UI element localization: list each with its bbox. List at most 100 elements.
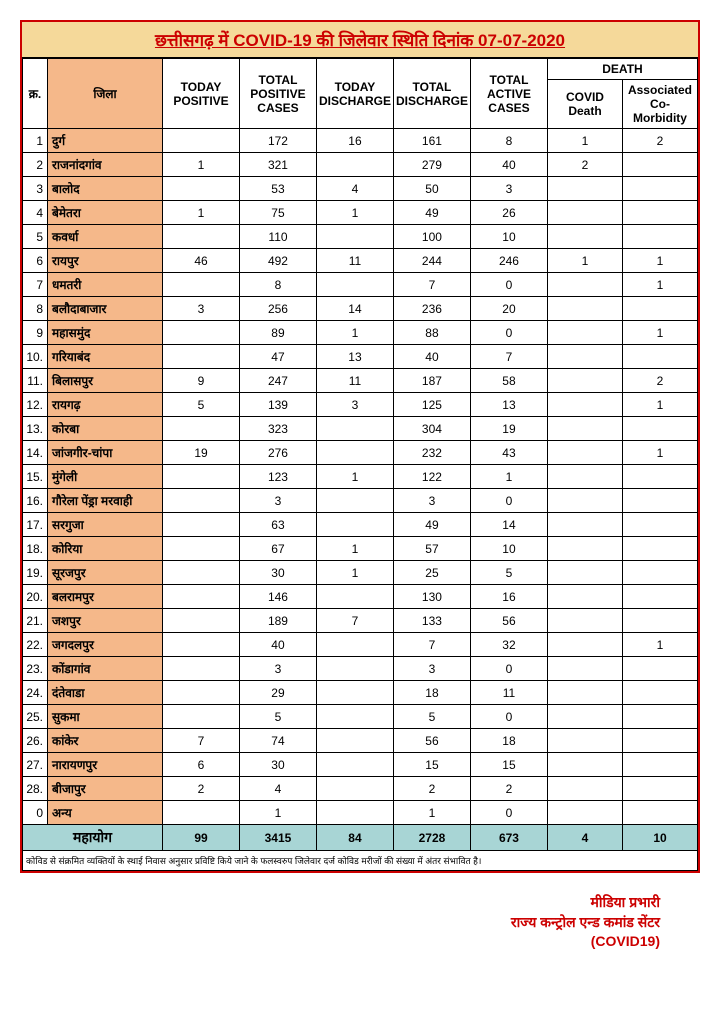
- total-covid-death: 4: [547, 825, 622, 851]
- cell-today-positive: 2: [163, 777, 240, 801]
- cell-total-positive: 3: [239, 657, 316, 681]
- total-label: महायोग: [23, 825, 163, 851]
- cell-today-discharge: [316, 729, 393, 753]
- table-row: 26.कांकेर7745618: [23, 729, 698, 753]
- cell-active: 0: [470, 321, 547, 345]
- cell-today-positive: 19: [163, 441, 240, 465]
- cell-serial: 16.: [23, 489, 48, 513]
- cell-today-discharge: 1: [316, 201, 393, 225]
- cell-comorbidity: [622, 657, 697, 681]
- cell-comorbidity: 1: [622, 441, 697, 465]
- cell-total-positive: 5: [239, 705, 316, 729]
- cell-comorbidity: [622, 297, 697, 321]
- cell-active: 7: [470, 345, 547, 369]
- cell-today-positive: 3: [163, 297, 240, 321]
- cell-total-positive: 30: [239, 753, 316, 777]
- cell-total-discharge: 5: [393, 705, 470, 729]
- cell-comorbidity: [622, 465, 697, 489]
- footnote: कोविड से संक्रमित व्यक्तियों के स्थाई नि…: [23, 851, 698, 871]
- cell-total-positive: 172: [239, 129, 316, 153]
- table-row: 21.जशपुर189713356: [23, 609, 698, 633]
- cell-total-discharge: 7: [393, 633, 470, 657]
- cell-serial: 14.: [23, 441, 48, 465]
- cell-covid-death: 1: [547, 249, 622, 273]
- cell-covid-death: [547, 729, 622, 753]
- cell-covid-death: 2: [547, 153, 622, 177]
- cell-district: बेमेतरा: [48, 201, 163, 225]
- cell-today-positive: 46: [163, 249, 240, 273]
- cell-today-discharge: [316, 489, 393, 513]
- cell-district: बिलासपुर: [48, 369, 163, 393]
- cell-today-positive: [163, 225, 240, 249]
- cell-comorbidity: [622, 681, 697, 705]
- cell-today-discharge: 4: [316, 177, 393, 201]
- cell-covid-death: 1: [547, 129, 622, 153]
- cell-comorbidity: [622, 225, 697, 249]
- cell-today-positive: [163, 489, 240, 513]
- cell-district: बलरामपुर: [48, 585, 163, 609]
- cell-district: दंतेवाडा: [48, 681, 163, 705]
- cell-total-discharge: 1: [393, 801, 470, 825]
- cell-active: 5: [470, 561, 547, 585]
- cell-serial: 10.: [23, 345, 48, 369]
- cell-comorbidity: [622, 537, 697, 561]
- cell-district: रायगढ़: [48, 393, 163, 417]
- cell-serial: 4: [23, 201, 48, 225]
- cell-district: रायपुर: [48, 249, 163, 273]
- cell-today-positive: 5: [163, 393, 240, 417]
- cell-active: 32: [470, 633, 547, 657]
- cell-comorbidity: [622, 489, 697, 513]
- cell-covid-death: [547, 225, 622, 249]
- cell-covid-death: [547, 297, 622, 321]
- cell-today-discharge: [316, 153, 393, 177]
- cell-comorbidity: [622, 177, 697, 201]
- cell-today-discharge: 1: [316, 465, 393, 489]
- cell-total-discharge: 130: [393, 585, 470, 609]
- cell-today-positive: 1: [163, 201, 240, 225]
- cell-today-discharge: 14: [316, 297, 393, 321]
- cell-active: 14: [470, 513, 547, 537]
- cell-total-discharge: 187: [393, 369, 470, 393]
- cell-active: 10: [470, 225, 547, 249]
- cell-district: कांकेर: [48, 729, 163, 753]
- cell-district: कवर्धा: [48, 225, 163, 249]
- cell-comorbidity: [622, 777, 697, 801]
- cell-today-discharge: 1: [316, 561, 393, 585]
- cell-serial: 21.: [23, 609, 48, 633]
- cell-total-positive: 321: [239, 153, 316, 177]
- total-today-positive: 99: [163, 825, 240, 851]
- cell-covid-death: [547, 657, 622, 681]
- cell-today-positive: 1: [163, 153, 240, 177]
- total-row: महायोग 99 3415 84 2728 673 4 10: [23, 825, 698, 851]
- cell-serial: 1: [23, 129, 48, 153]
- table-row: 15.मुंगेली12311221: [23, 465, 698, 489]
- cell-today-discharge: [316, 777, 393, 801]
- header-serial: क्र.: [23, 59, 48, 129]
- cell-comorbidity: 1: [622, 321, 697, 345]
- table-row: 28.बीजापुर2422: [23, 777, 698, 801]
- cell-total-discharge: 304: [393, 417, 470, 441]
- cell-total-positive: 492: [239, 249, 316, 273]
- cell-serial: 17.: [23, 513, 48, 537]
- cell-covid-death: [547, 585, 622, 609]
- cell-district: बालोद: [48, 177, 163, 201]
- cell-today-positive: 7: [163, 729, 240, 753]
- table-row: 9महासमुंद8918801: [23, 321, 698, 345]
- cell-covid-death: [547, 633, 622, 657]
- cell-active: 0: [470, 657, 547, 681]
- cell-total-discharge: 232: [393, 441, 470, 465]
- cell-total-positive: 123: [239, 465, 316, 489]
- cell-total-discharge: 49: [393, 201, 470, 225]
- cell-district: नारायणपुर: [48, 753, 163, 777]
- cell-today-positive: 9: [163, 369, 240, 393]
- total-discharge: 2728: [393, 825, 470, 851]
- cell-today-discharge: [316, 801, 393, 825]
- cell-district: जांजगीर-चांपा: [48, 441, 163, 465]
- cell-covid-death: [547, 561, 622, 585]
- cell-active: 15: [470, 753, 547, 777]
- cell-total-positive: 75: [239, 201, 316, 225]
- table-row: 8बलौदाबाजार32561423620: [23, 297, 698, 321]
- table-row: 18.कोरिया6715710: [23, 537, 698, 561]
- cell-serial: 3: [23, 177, 48, 201]
- cell-covid-death: [547, 321, 622, 345]
